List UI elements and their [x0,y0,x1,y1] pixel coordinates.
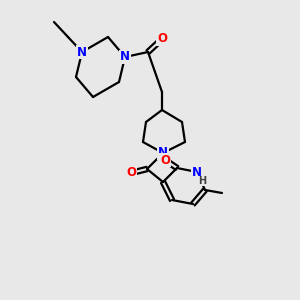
Text: N: N [158,146,168,160]
Text: O: O [126,167,136,179]
Text: O: O [160,154,170,166]
Text: O: O [157,32,167,46]
Text: H: H [198,176,206,186]
Text: N: N [192,166,202,178]
Text: N: N [120,50,130,64]
Text: N: N [77,46,87,59]
